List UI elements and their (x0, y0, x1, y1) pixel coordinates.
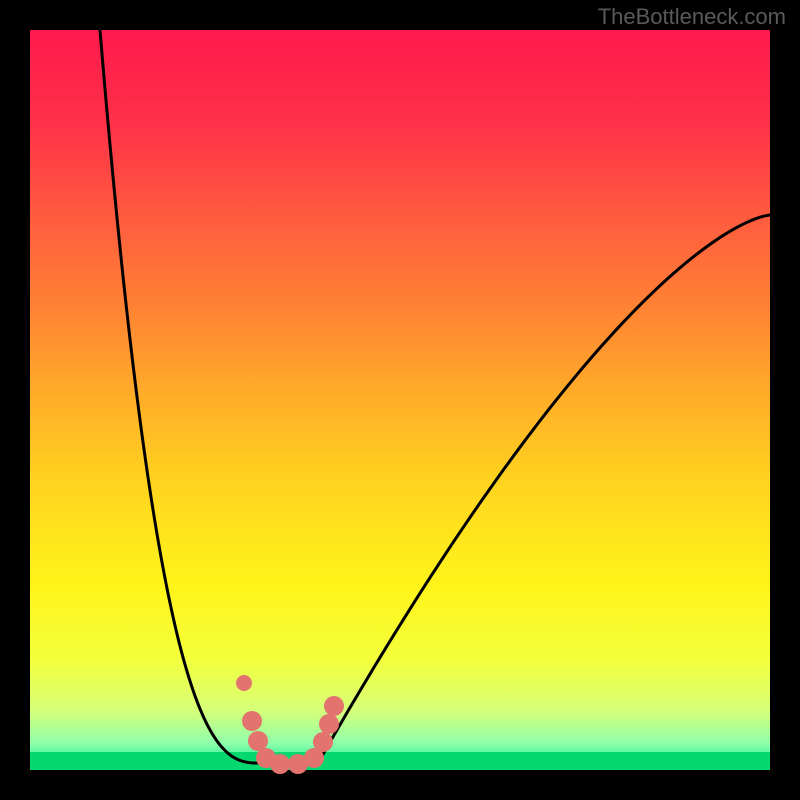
minimum-marker-dot (319, 714, 339, 734)
minimum-marker-dot (270, 754, 290, 774)
minimum-marker-dot (242, 711, 262, 731)
minimum-marker-outlier-dot (236, 675, 252, 691)
minimum-marker-dot (313, 732, 333, 752)
bottleneck-chart: TheBottleneck.com (0, 0, 800, 800)
green-baseline-strip (30, 752, 770, 770)
minimum-marker-dot (248, 731, 268, 751)
chart-container: TheBottleneck.com (0, 0, 800, 800)
watermark-text: TheBottleneck.com (598, 4, 786, 29)
minimum-marker-dot (324, 696, 344, 716)
plot-area (30, 30, 770, 770)
